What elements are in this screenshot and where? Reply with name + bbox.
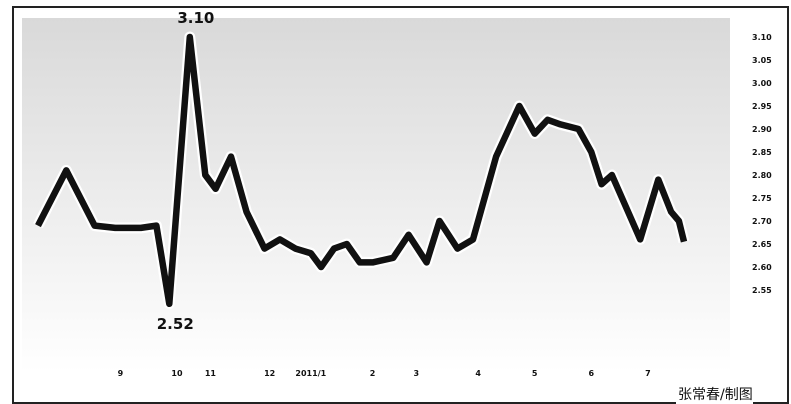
y-tick-label: 3.00 <box>752 79 772 88</box>
y-tick-label: 3.10 <box>752 33 772 42</box>
annotation-layer: 3.10 2.52 <box>157 9 215 333</box>
x-tick-label: 4 <box>475 369 481 378</box>
data-label: 3.10 <box>177 9 214 27</box>
y-tick-label: 2.70 <box>752 217 772 226</box>
y-tick-label: 2.65 <box>752 240 772 249</box>
y-tick-label: 2.55 <box>752 286 772 295</box>
y-tick-label: 2.85 <box>752 148 772 157</box>
series-layer <box>33 31 690 310</box>
y-tick-label: 2.95 <box>752 102 772 111</box>
credit-label: 张常春/制图 <box>676 384 753 404</box>
x-tick-label: 5 <box>532 369 538 378</box>
y-tick-label: 2.75 <box>752 194 772 203</box>
y-tick-label: 2.80 <box>752 171 772 180</box>
series-line <box>35 33 688 308</box>
y-axis-ticks: 3.10 3.05 3.00 2.95 2.90 2.85 2.80 2.75 2.70 2.65… <box>752 33 772 295</box>
x-tick-label: 3 <box>414 369 420 378</box>
y-tick-label: 2.60 <box>752 263 772 272</box>
x-tick-label: 2 <box>370 369 376 378</box>
data-label: 2.52 <box>157 315 194 333</box>
plot-background <box>22 18 730 372</box>
y-tick-label: 2.90 <box>752 125 772 134</box>
x-tick-label: 6 <box>589 369 595 378</box>
x-tick-label: 12 <box>264 369 275 378</box>
x-tick-label: 10 <box>171 369 183 378</box>
x-tick-label: 9 <box>118 369 124 378</box>
x-tick-label: 7 <box>645 369 651 378</box>
y-tick-label: 3.05 <box>752 56 772 65</box>
x-axis-ticks: 9 10 11 12 2011/1 2 3 4 5 6 7 <box>118 369 651 378</box>
x-tick-label: 2011/1 <box>295 369 326 378</box>
x-tick-label: 11 <box>205 369 217 378</box>
